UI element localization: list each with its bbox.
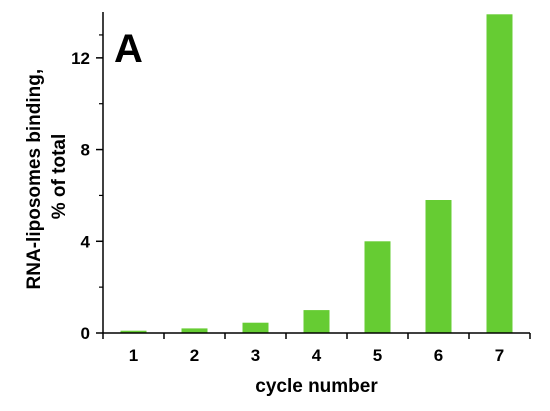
- bar-cycle-6: [425, 200, 452, 333]
- x-tick-label: 3: [251, 346, 260, 365]
- bars-layer: [120, 14, 513, 334]
- bar-cycle-4: [303, 310, 330, 333]
- x-tick-label: 2: [190, 346, 199, 365]
- y-tick-label: 0: [81, 324, 90, 343]
- x-axis-title: cycle number: [255, 376, 378, 397]
- axes-layer: [102, 12, 530, 334]
- x-tick-label: 1: [129, 346, 138, 365]
- bar-cycle-1: [120, 330, 147, 333]
- bar-cycle-7: [486, 14, 513, 334]
- x-tick-label: 5: [373, 346, 382, 365]
- x-ticks: 1 2 3 4 5 6 7: [102, 333, 531, 365]
- bar-cycle-5: [364, 241, 391, 333]
- x-tick-label: 6: [434, 346, 443, 365]
- x-tick-label: 7: [495, 346, 504, 365]
- y-axis-title-line1: RNA-liposomes binding,: [24, 69, 45, 290]
- bar-cycle-2: [181, 328, 208, 333]
- x-tick-label: 4: [312, 346, 322, 365]
- y-axis-title: RNA-liposomes binding, % of total: [24, 64, 70, 290]
- y-axis-title-line2: % of total: [49, 134, 70, 220]
- bar-cycle-3: [242, 322, 269, 333]
- y-tick-label: 8: [81, 141, 90, 160]
- y-tick-label: 4: [81, 232, 91, 251]
- panel-label: A: [114, 27, 143, 71]
- y-tick-label: 12: [71, 49, 90, 68]
- y-ticks: 0 4 8 12: [71, 34, 103, 343]
